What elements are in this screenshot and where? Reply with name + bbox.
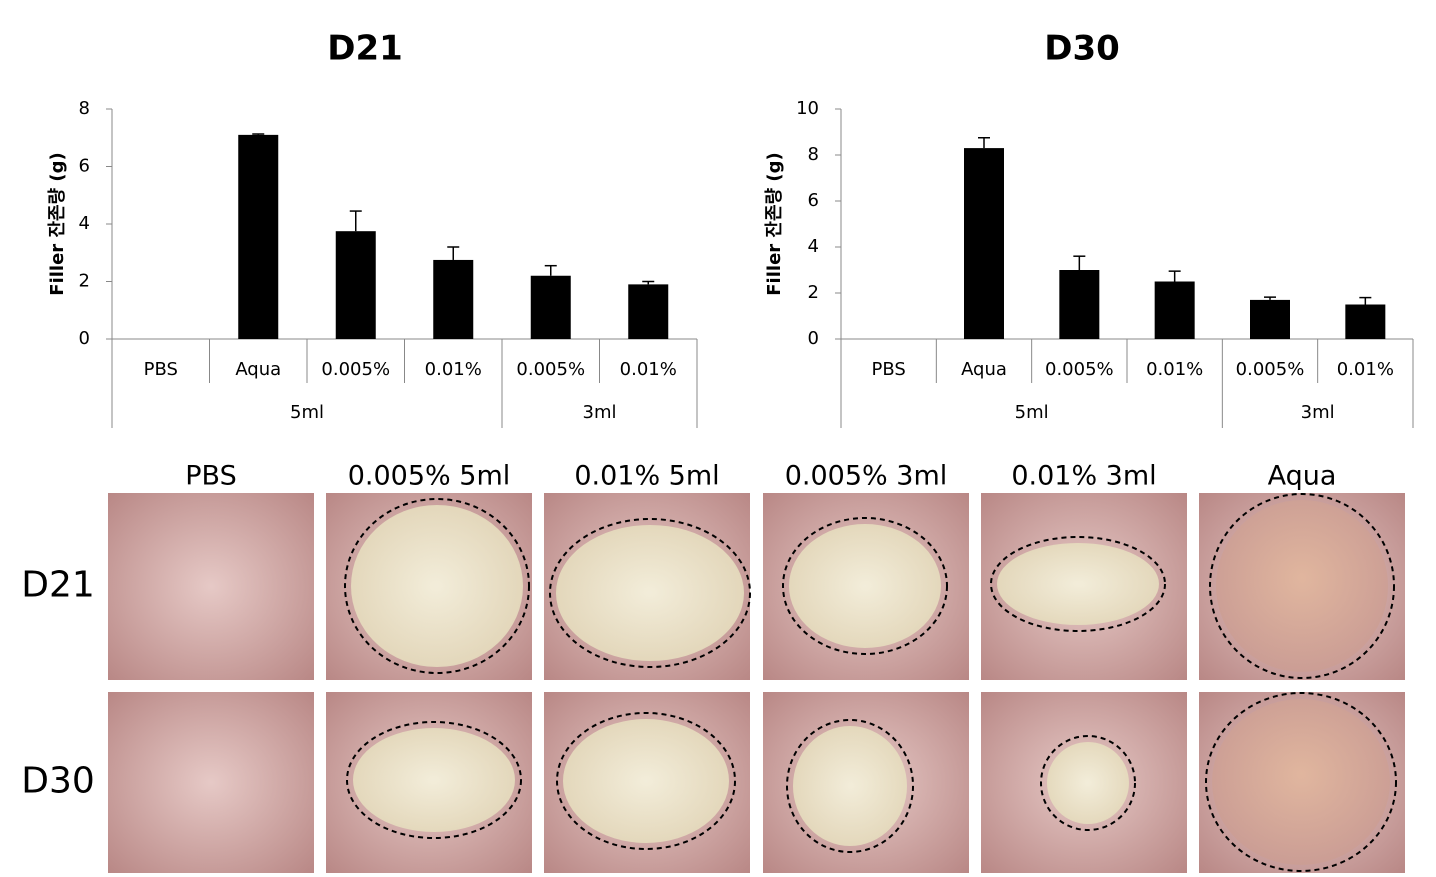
implant-outline — [556, 712, 736, 850]
bar — [1345, 304, 1386, 339]
group-label: 5ml — [290, 402, 324, 423]
x-tick-label: 0.005% — [321, 359, 390, 380]
implant-outline — [782, 517, 948, 655]
column-label: 0.005% 3ml — [785, 461, 948, 492]
x-tick-label: 0.005% — [516, 359, 585, 380]
column-label: Aqua — [1268, 461, 1337, 492]
x-tick-label: Aqua — [235, 359, 281, 380]
implant — [556, 525, 744, 661]
bar — [628, 284, 669, 339]
bar — [530, 275, 571, 339]
bar — [964, 148, 1004, 339]
x-tick-label: 0.005% — [1236, 359, 1305, 380]
implant — [1216, 500, 1388, 672]
bar — [1250, 299, 1290, 339]
implant — [1047, 742, 1129, 824]
bar — [238, 134, 279, 339]
y-tick-label: 4 — [808, 236, 819, 257]
y-tick-label: 8 — [808, 144, 819, 165]
implant — [789, 524, 941, 648]
x-tick-label: PBS — [872, 359, 906, 380]
column-label: PBS — [185, 461, 236, 492]
implant-outline — [990, 536, 1166, 632]
implant — [1212, 699, 1390, 865]
implant-outline — [549, 518, 751, 668]
implant-outline — [344, 498, 530, 674]
y-tick-label: 6 — [808, 190, 819, 211]
group-label: 3ml — [583, 402, 617, 423]
y-axis-label: Filler 잔존량 (g) — [764, 152, 785, 295]
x-tick-label: Aqua — [961, 359, 1007, 380]
y-tick-label: 10 — [796, 98, 819, 119]
column-label: 0.01% 5ml — [574, 461, 719, 492]
bar — [335, 231, 376, 339]
implant-outline — [1040, 735, 1136, 831]
chart-title: D30 — [1044, 29, 1120, 69]
implant-outline — [1205, 692, 1397, 872]
implant — [793, 726, 907, 846]
bar — [433, 259, 474, 339]
column-label: 0.005% 5ml — [348, 461, 511, 492]
x-tick-label: PBS — [144, 359, 178, 380]
implant-outline — [1209, 493, 1395, 679]
column-label: 0.01% 3ml — [1011, 461, 1156, 492]
implant — [351, 505, 523, 667]
y-tick-label: 8 — [79, 98, 90, 119]
y-tick-label: 2 — [808, 282, 819, 303]
group-label: 5ml — [1015, 402, 1049, 423]
implant — [353, 728, 515, 832]
x-tick-label: 0.01% — [1146, 359, 1203, 380]
y-tick-label: 0 — [808, 328, 819, 349]
y-tick-label: 6 — [79, 156, 90, 177]
implant — [997, 543, 1159, 625]
implant-outline — [786, 719, 914, 853]
x-tick-label: 0.01% — [1337, 359, 1394, 380]
y-tick-label: 4 — [79, 213, 90, 234]
implant — [563, 719, 729, 843]
implant-outline — [346, 721, 522, 839]
y-tick-label: 2 — [79, 271, 90, 292]
x-tick-label: 0.01% — [620, 359, 677, 380]
chart-title: D21 — [327, 29, 403, 69]
bar — [1154, 281, 1195, 339]
photo — [108, 493, 314, 680]
row-label: D30 — [21, 761, 95, 802]
x-tick-label: 0.01% — [425, 359, 482, 380]
bar — [1059, 270, 1100, 339]
y-tick-label: 0 — [79, 328, 90, 349]
x-tick-label: 0.005% — [1045, 359, 1114, 380]
y-axis-label: Filler 잔존량 (g) — [47, 152, 68, 295]
row-label: D21 — [21, 565, 95, 606]
group-label: 3ml — [1301, 402, 1335, 423]
photo — [108, 692, 314, 873]
